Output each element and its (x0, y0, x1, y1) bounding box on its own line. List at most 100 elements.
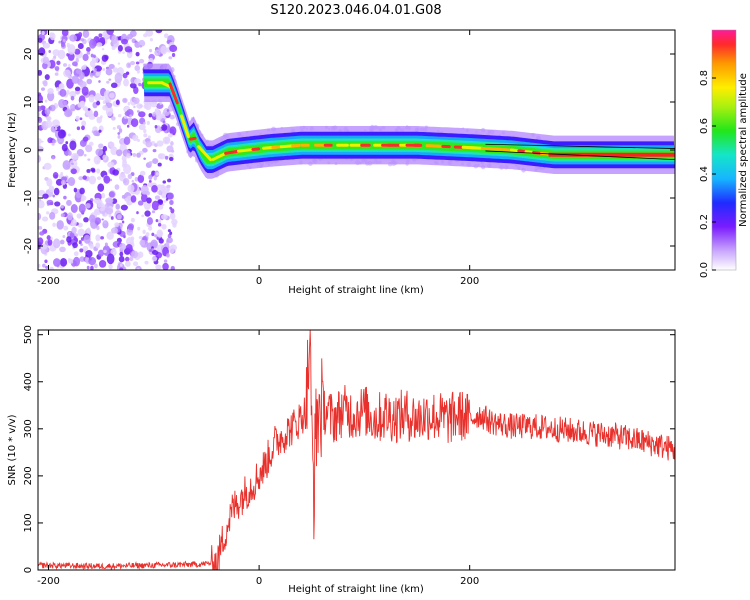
noise-speckle (93, 130, 100, 137)
noise-speckle (78, 71, 85, 80)
noise-speckle (88, 214, 96, 223)
noise-speckle (149, 48, 153, 53)
noise-speckle (41, 216, 49, 222)
noise-speckle (94, 263, 98, 269)
noise-speckle (56, 220, 64, 230)
noise-speckle (169, 126, 177, 136)
noise-speckle (111, 35, 118, 45)
noise-speckle (47, 91, 55, 102)
noise-speckle (38, 112, 41, 117)
noise-speckle (148, 174, 153, 180)
noise-speckle (86, 51, 91, 55)
noise-speckle (106, 253, 115, 265)
noise-speckle (137, 200, 144, 206)
noise-speckle (67, 52, 75, 61)
noise-speckle (110, 216, 114, 220)
noise-speckle (71, 162, 74, 166)
noise-speckle (87, 158, 91, 161)
noise-speckle (166, 109, 170, 112)
noise-speckle (93, 110, 99, 118)
noise-speckle (42, 263, 46, 268)
noise-speckle (145, 232, 150, 237)
noise-speckle (157, 231, 162, 237)
noise-speckle (99, 37, 105, 43)
noise-speckle (93, 54, 96, 59)
snr-x-tick-label: 0 (256, 576, 262, 587)
noise-speckle (103, 220, 107, 225)
noise-speckle (166, 184, 171, 189)
noise-speckle (155, 113, 163, 121)
noise-speckle (81, 86, 89, 96)
noise-speckle (48, 50, 51, 54)
noise-speckle (131, 250, 139, 259)
noise-speckle (42, 80, 48, 87)
noise-speckle (133, 105, 136, 109)
noise-speckle (83, 153, 87, 157)
noise-speckle (103, 175, 111, 184)
noise-speckle (98, 143, 104, 149)
spectrogram-x-tick-label: 200 (460, 276, 479, 287)
noise-speckle (154, 195, 161, 200)
ridge-core (469, 146, 484, 150)
noise-speckle (170, 141, 174, 146)
noise-speckle (167, 178, 172, 183)
noise-speckle (41, 30, 45, 36)
noise-speckle (101, 218, 104, 221)
noise-speckle (136, 110, 140, 113)
noise-speckle (46, 178, 53, 187)
noise-speckle (108, 63, 115, 70)
noise-speckle (75, 115, 80, 121)
noise-speckle (167, 229, 171, 233)
noise-speckle (59, 257, 68, 267)
noise-speckle (130, 118, 139, 128)
noise-speckle (106, 80, 110, 84)
noise-speckle (101, 54, 109, 62)
noise-speckle (137, 139, 140, 142)
noise-speckle (121, 38, 129, 45)
noise-speckle (63, 100, 68, 106)
noise-speckle (162, 262, 169, 270)
noise-speckle (108, 92, 115, 99)
noise-speckle (60, 171, 64, 175)
noise-speckle (151, 232, 155, 237)
noise-speckle (38, 138, 42, 145)
noise-speckle (61, 143, 68, 152)
noise-speckle (148, 249, 153, 252)
noise-speckle (139, 44, 143, 48)
noise-speckle (169, 114, 175, 120)
noise-speckle (52, 194, 56, 198)
noise-speckle (42, 56, 50, 65)
noise-speckle (88, 257, 97, 266)
noise-speckle (56, 87, 60, 92)
noise-speckle (79, 80, 87, 88)
noise-speckle (158, 153, 166, 160)
noise-speckle (42, 193, 49, 199)
noise-speckle (67, 258, 71, 262)
noise-speckle (127, 184, 135, 193)
noise-speckle (151, 200, 160, 211)
noise-speckle (86, 168, 91, 173)
noise-speckle (127, 201, 131, 206)
noise-speckle (114, 72, 123, 84)
spectrogram-panel: -200 0 200 -20 -10 0 10 20 Height of straight l… (7, 29, 676, 296)
noise-speckle (155, 219, 159, 223)
noise-speckle (94, 217, 102, 225)
noise-speckle (64, 109, 73, 118)
noise-speckle (85, 249, 93, 258)
noise-speckle (132, 153, 137, 157)
noise-speckle (80, 237, 85, 241)
noise-speckle (44, 74, 50, 80)
noise-speckle (86, 78, 93, 85)
noise-speckle (38, 198, 42, 202)
noise-speckle (127, 101, 131, 106)
noise-speckle (38, 225, 43, 230)
noise-speckle (137, 226, 141, 231)
noise-speckle (102, 68, 106, 71)
noise-speckle (154, 234, 158, 238)
noise-speckle (161, 223, 167, 230)
noise-speckle (82, 30, 90, 38)
spectrogram-y-tick-label: -20 (23, 238, 34, 254)
noise-speckle (88, 113, 96, 120)
noise-speckle (100, 96, 105, 101)
noise-speckle (167, 133, 173, 138)
